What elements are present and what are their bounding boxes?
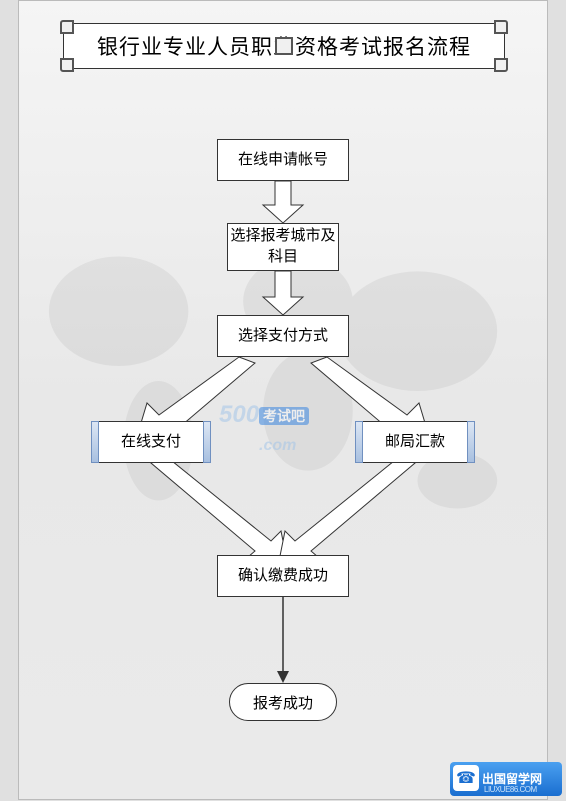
node-confirm-payment: 确认缴费成功 <box>217 555 349 597</box>
node-apply-account: 在线申请帐号 <box>217 139 349 181</box>
logo-url: LIUXUE86.COM <box>484 785 537 794</box>
node-select-city-subject: 选择报考城市及 科目 <box>227 223 339 271</box>
node-select-payment: 选择支付方式 <box>217 315 349 357</box>
watermark-main: 500 <box>219 401 259 428</box>
flow-connectors <box>19 1 549 801</box>
watermark-sub: .com <box>259 437 296 454</box>
watermark-badge: 考试吧 <box>259 407 309 425</box>
node-success: 报考成功 <box>229 683 337 721</box>
node-label: 在线支付 <box>121 432 181 453</box>
site-logo: ☎ 出国留学网 LIUXUE86.COM <box>450 762 562 796</box>
node-label: 选择报考城市及 科目 <box>230 226 335 268</box>
node-label: 报考成功 <box>253 692 313 713</box>
node-online-pay: 在线支付 <box>91 421 211 463</box>
node-label: 邮局汇款 <box>385 432 445 453</box>
page-sheet: 500考试吧 .com 银行业专业人员职业资格考试报名流程 <box>18 0 548 800</box>
node-label: 在线申请帐号 <box>238 150 328 171</box>
title-box: 银行业专业人员职业资格考试报名流程 <box>63 23 505 69</box>
logo-brand: 出国留学网 <box>482 773 542 785</box>
node-label: 确认缴费成功 <box>238 566 328 587</box>
page-title: 银行业专业人员职业资格考试报名流程 <box>97 31 471 61</box>
node-label: 选择支付方式 <box>238 326 328 347</box>
watermark: 500考试吧 .com <box>219 401 309 457</box>
phone-icon: ☎ <box>453 765 479 791</box>
node-post-remit: 邮局汇款 <box>355 421 475 463</box>
